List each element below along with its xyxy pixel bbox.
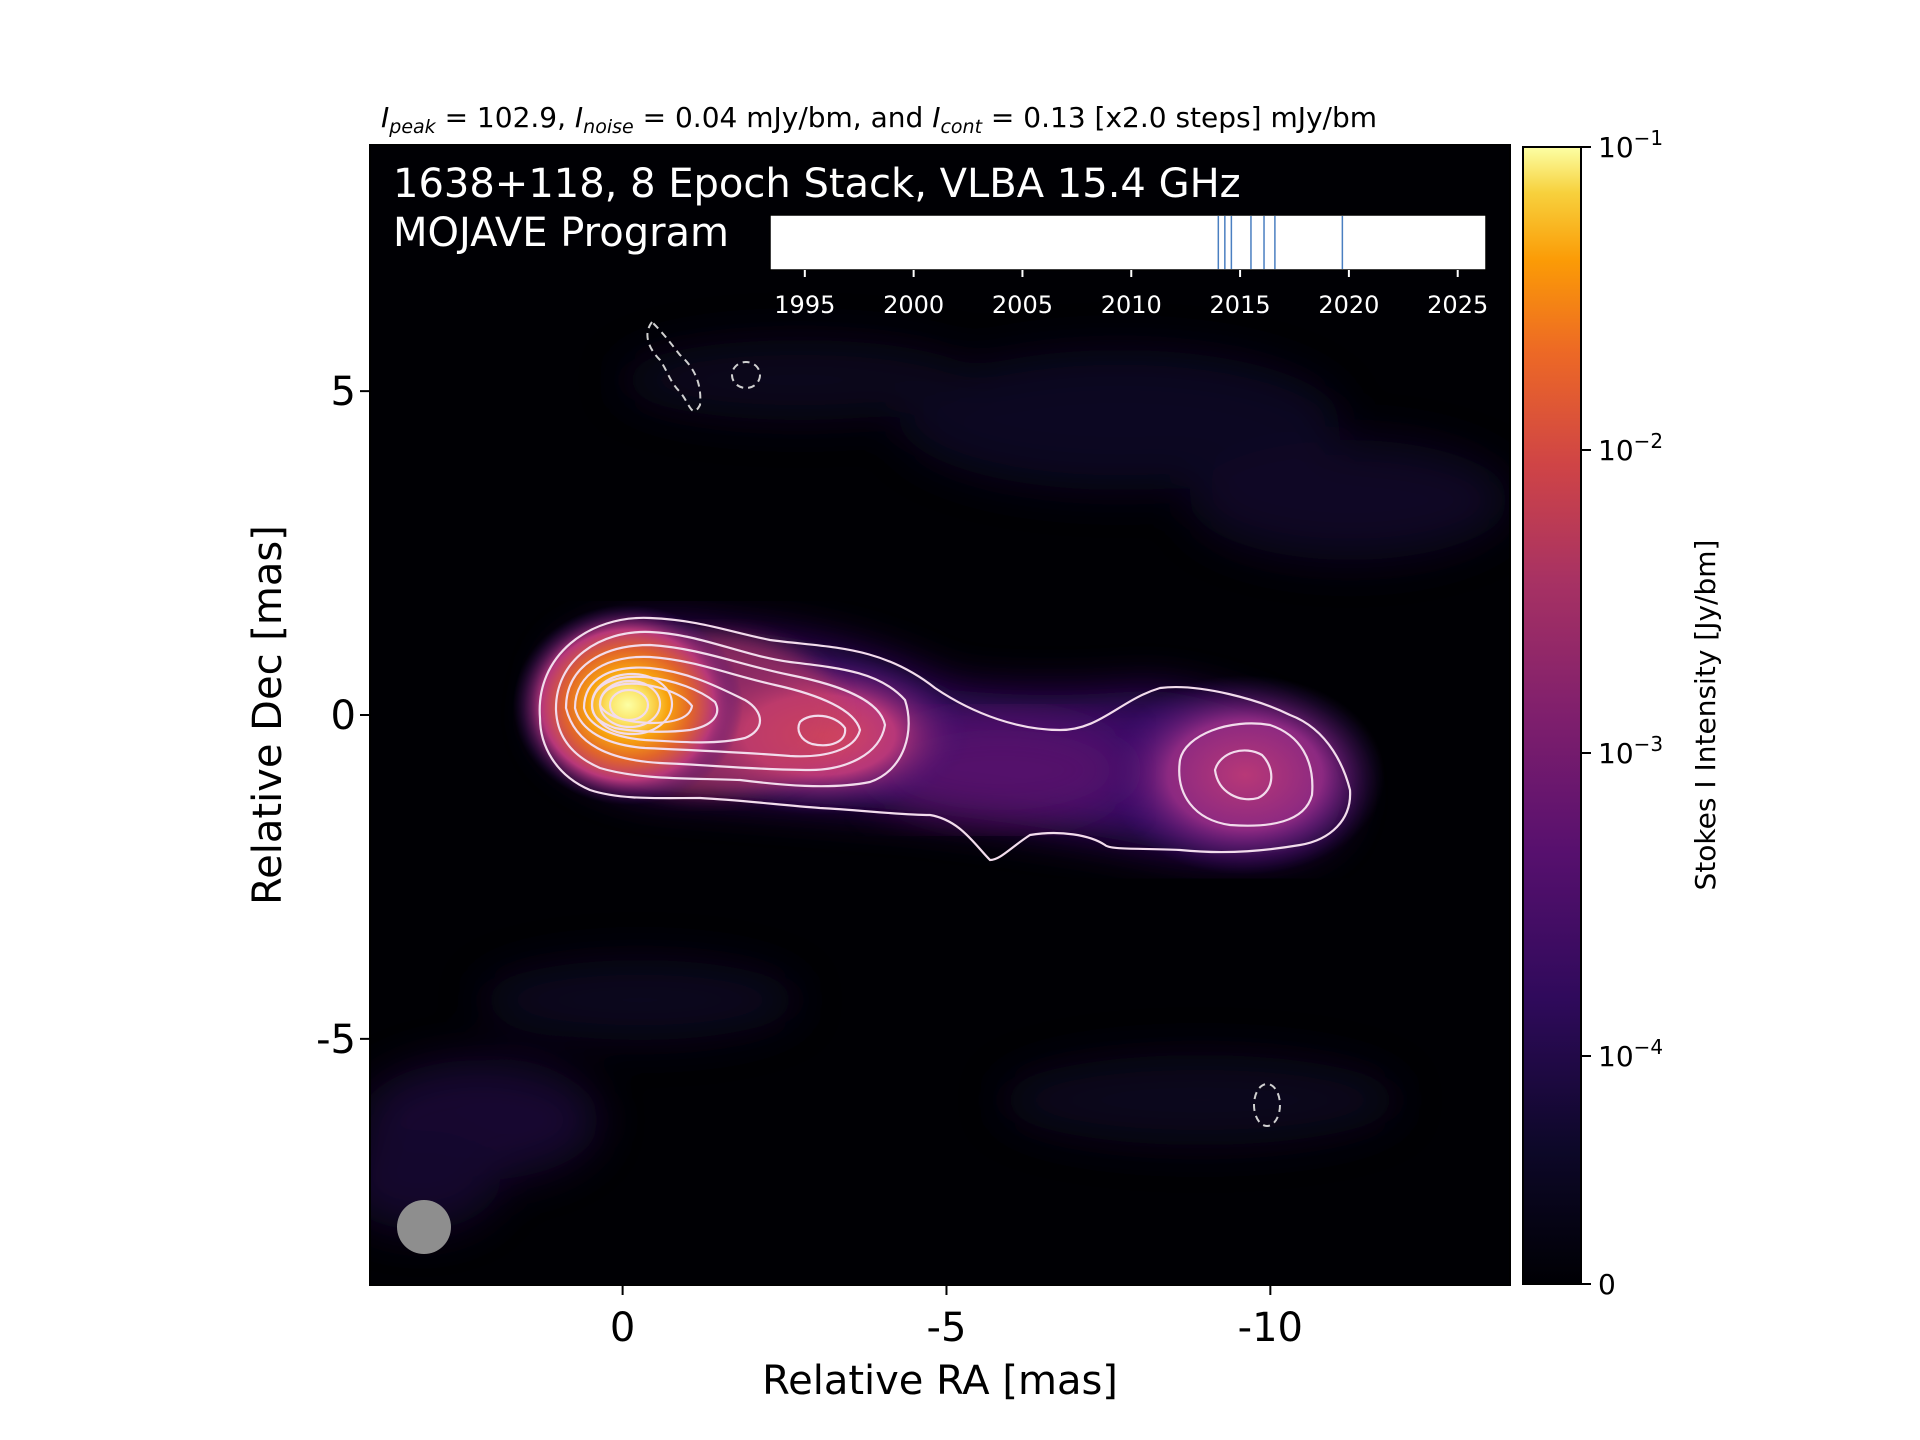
contour-level-1: [538, 616, 1352, 862]
contour-level-9: [598, 679, 662, 729]
timeline-tick-label: 2025: [1427, 291, 1488, 319]
noise-texture: [370, 340, 1510, 1230]
image-panel: 1638+118, 8 Epoch Stack, VLBA 15.4 GHz M…: [369, 144, 1511, 1286]
colorbar-tick-label: 0: [1598, 1268, 1616, 1301]
colorbar-label: Stokes I Intensity [Jy/bm]: [1689, 540, 1722, 891]
contour-level-4: [573, 655, 862, 758]
negative-contour: [731, 361, 761, 389]
timeline-box: [769, 214, 1487, 271]
y-tick-label: 0: [331, 693, 356, 739]
beam-ellipse: [397, 1200, 451, 1254]
y-axis-label: Relative Dec [mas]: [245, 525, 291, 905]
contour-level-10: [608, 688, 650, 722]
timeline-tick-label: 1995: [774, 291, 835, 319]
program-label: MOJAVE Program: [393, 210, 729, 256]
x-tick-label: -10: [1238, 1305, 1303, 1351]
contour-level-2: [554, 630, 910, 788]
timeline-tick-label: 2020: [1318, 291, 1379, 319]
contours: [538, 616, 1352, 862]
negative-contour: [646, 320, 702, 412]
colorbar-tick-label: 10−4: [1598, 1035, 1663, 1073]
x-tick-label: -5: [927, 1305, 967, 1351]
contour-outer-knot-1: [1178, 722, 1314, 827]
contour-level-6: [590, 675, 719, 733]
colorbar-ticks: 10−1 10−2 10−3 10−4 0: [1581, 126, 1663, 1301]
colorbar-tick-label: 10−1: [1598, 126, 1663, 164]
contour-level-8: [590, 672, 674, 736]
timeline-tick-label: 2000: [883, 291, 944, 319]
header-stats: Ipeak = 102.9, Inoise = 0.04 mJy/bm, and…: [381, 101, 1377, 138]
colorbar-frame: [1522, 146, 1582, 1285]
negative-contour: [1253, 1083, 1281, 1127]
contour-level-3: [564, 643, 887, 772]
y-tick-label: 5: [331, 369, 356, 415]
colorbar-tick-label: 10−3: [1598, 732, 1663, 770]
y-tick-label: -5: [316, 1017, 356, 1063]
source-title: 1638+118, 8 Epoch Stack, VLBA 15.4 GHz: [393, 161, 1241, 207]
contour-level-5: [582, 666, 762, 744]
epoch-timeline: 1995 2000 2005 2010 2015 2020 2025: [769, 214, 1488, 319]
timeline-tick-label: 2010: [1101, 291, 1162, 319]
negative-contours: [646, 320, 1281, 1127]
contour-knot-inner: [797, 714, 847, 747]
x-tick-label: 0: [610, 1305, 635, 1351]
timeline-ticks: 1995 2000 2005 2010 2015 2020 2025: [774, 270, 1488, 319]
timeline-tick-label: 2015: [1210, 291, 1271, 319]
y-axis: 5 0 -5: [316, 369, 370, 1063]
colorbar-gradient: [1523, 147, 1581, 1284]
x-axis: 0 -5 -10: [610, 1285, 1303, 1351]
timeline-epoch-lines: [1217, 216, 1344, 269]
colorbar-tick-label: 10−2: [1598, 429, 1663, 467]
timeline-tick-label: 2005: [992, 291, 1053, 319]
contour-outer-knot-2: [1213, 749, 1273, 801]
colorbar: 10−1 10−2 10−3 10−4 0 Stokes I Intensity [Jy…: [1522, 126, 1722, 1301]
x-axis-label: Relative RA [mas]: [762, 1358, 1118, 1404]
